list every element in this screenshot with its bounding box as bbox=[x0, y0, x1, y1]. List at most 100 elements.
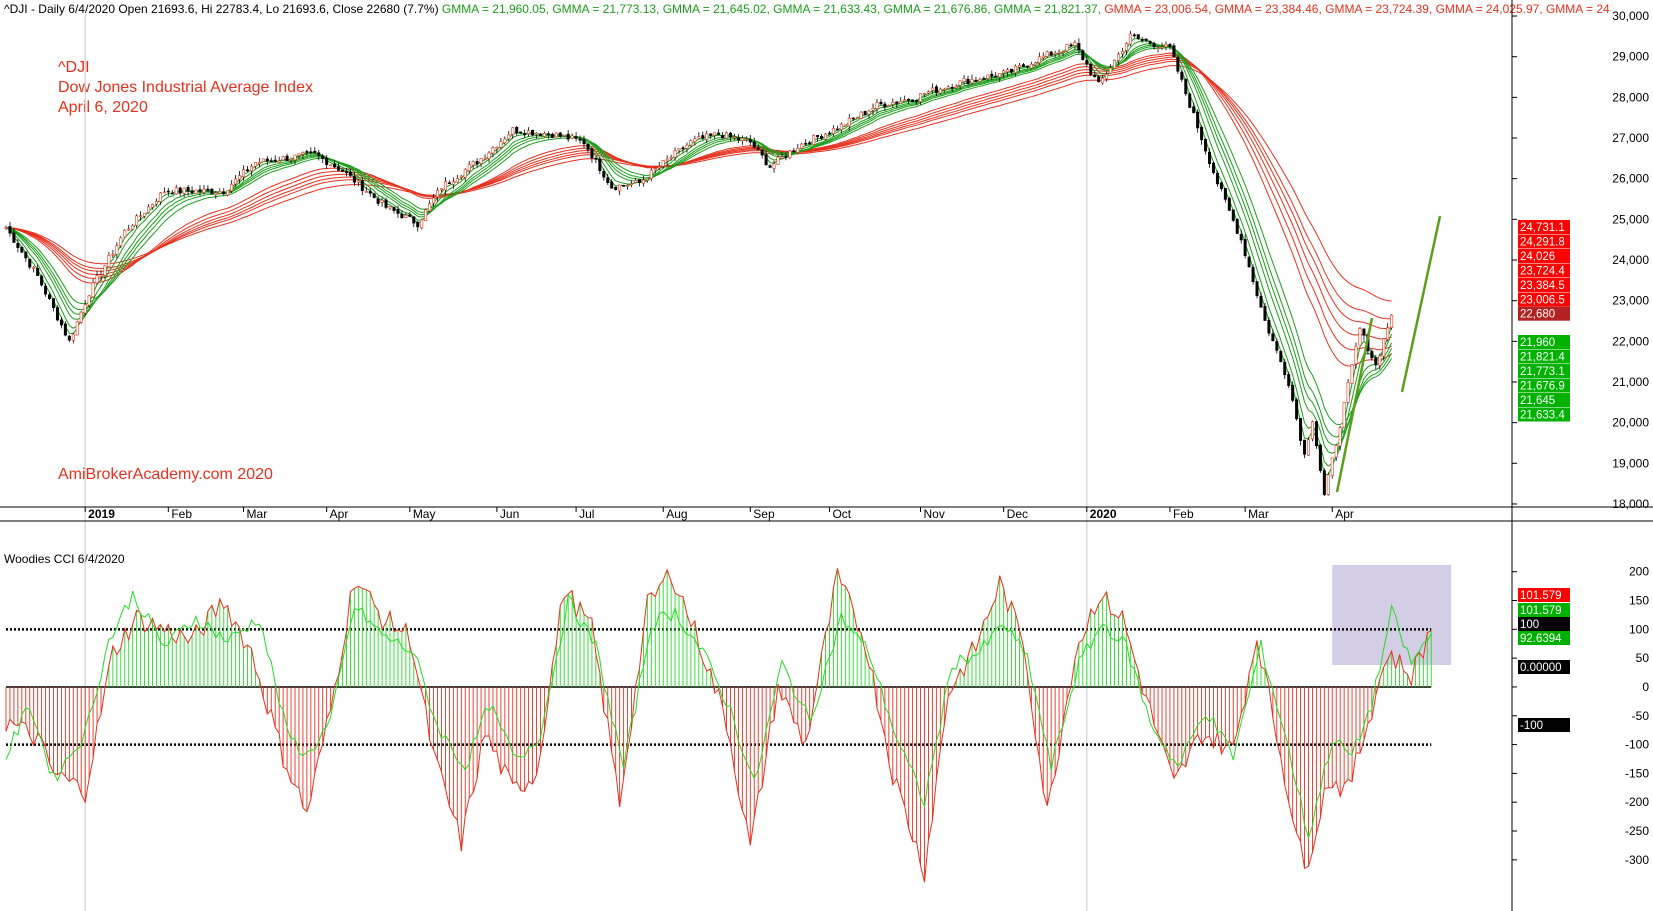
candle-body bbox=[1251, 266, 1255, 283]
candle-body bbox=[598, 158, 602, 171]
candle-body bbox=[851, 117, 855, 120]
candle-body bbox=[420, 219, 424, 229]
gmma-short-badge bbox=[1518, 407, 1570, 422]
candle-body bbox=[713, 132, 717, 136]
candle-body bbox=[230, 184, 234, 192]
candle-body bbox=[1113, 60, 1117, 69]
candle-body bbox=[499, 141, 503, 148]
candle-body bbox=[982, 78, 986, 80]
gmma-header-value: GMMA = 23,724.39, bbox=[1322, 2, 1432, 16]
candle-body bbox=[150, 204, 154, 208]
candle-body bbox=[79, 311, 83, 323]
candle-body bbox=[1148, 41, 1152, 44]
candle-body bbox=[202, 188, 206, 193]
candle-body bbox=[1109, 67, 1113, 74]
candle-body bbox=[242, 169, 246, 178]
price-y-tick-label: 27,000 bbox=[1612, 131, 1649, 145]
candle-body bbox=[903, 99, 907, 102]
cci-fast-line bbox=[5, 568, 1432, 883]
price-y-tick-label: 26,000 bbox=[1612, 172, 1649, 186]
candle-body bbox=[883, 103, 887, 108]
gmma-header-value: GMMA = 23,384.46, bbox=[1211, 2, 1321, 16]
price-y-tick-label: 29,000 bbox=[1612, 50, 1649, 64]
candle-body bbox=[154, 201, 158, 205]
close-badge-text: 22,680 bbox=[1520, 309, 1555, 321]
candle-body bbox=[1310, 421, 1314, 440]
candle-body bbox=[768, 165, 772, 168]
candle-body bbox=[249, 166, 253, 172]
cci-plot bbox=[5, 565, 1452, 883]
candle-body bbox=[463, 169, 467, 178]
candle-body bbox=[1362, 328, 1366, 336]
candle-body bbox=[554, 132, 558, 138]
candle-body bbox=[816, 135, 820, 138]
candle-body bbox=[740, 137, 744, 141]
cci-badge-text: 101.579 bbox=[1520, 590, 1562, 602]
candle-body bbox=[582, 139, 586, 145]
candle-body bbox=[364, 191, 368, 193]
candle-body bbox=[214, 192, 218, 195]
candle-body bbox=[1243, 239, 1247, 257]
candle-body bbox=[1029, 63, 1033, 69]
candle-body bbox=[1132, 34, 1136, 37]
x-tick-label: 2020 bbox=[1090, 507, 1117, 521]
candle-body bbox=[962, 78, 966, 82]
candle-body bbox=[542, 132, 546, 137]
candle-body bbox=[1156, 47, 1160, 49]
candle-body bbox=[63, 323, 67, 336]
candle-body bbox=[1255, 281, 1259, 297]
candle-body bbox=[198, 189, 202, 192]
cci-y-tick-label: -200 bbox=[1625, 795, 1649, 809]
candle-body bbox=[1120, 51, 1124, 55]
candle-body bbox=[344, 171, 348, 174]
trend-line bbox=[1400, 215, 1442, 393]
candle-body bbox=[911, 99, 915, 102]
candle-body bbox=[922, 93, 926, 95]
candle-body bbox=[234, 178, 238, 185]
candle-body bbox=[827, 132, 831, 135]
candle-body bbox=[998, 73, 1002, 78]
candle-body bbox=[570, 135, 574, 139]
candle-body bbox=[538, 133, 542, 136]
candle-body bbox=[412, 216, 416, 224]
candle-body bbox=[1085, 60, 1089, 65]
cci-badge bbox=[1518, 718, 1570, 732]
candle-body bbox=[1172, 45, 1176, 57]
candle-body bbox=[1322, 470, 1326, 495]
price-y-tick-label: 28,000 bbox=[1612, 90, 1649, 104]
candle-body bbox=[1152, 43, 1156, 48]
price-y-tick-label: 20,000 bbox=[1612, 416, 1649, 430]
candle-body bbox=[424, 209, 428, 222]
candle-body bbox=[475, 161, 479, 165]
candle-body bbox=[942, 88, 946, 91]
candle-body bbox=[637, 179, 641, 183]
candle-body bbox=[309, 151, 313, 154]
candle-body bbox=[16, 243, 20, 248]
gmma-long-badge-text: 24,731.1 bbox=[1520, 222, 1565, 234]
candle-body bbox=[626, 185, 630, 187]
candle-body bbox=[372, 193, 376, 198]
candle-body bbox=[1318, 444, 1322, 471]
trend-line bbox=[1335, 317, 1374, 493]
candle-body bbox=[400, 213, 404, 219]
candle-body bbox=[111, 253, 115, 256]
candle-body bbox=[895, 101, 899, 104]
candle-body bbox=[325, 157, 329, 166]
cci-y-tick-label: -150 bbox=[1625, 766, 1649, 780]
candle-body bbox=[182, 187, 186, 194]
candle-body bbox=[511, 127, 515, 135]
candle-body bbox=[958, 80, 962, 86]
price-y-tick-label: 22,000 bbox=[1612, 334, 1649, 348]
candle-body bbox=[127, 228, 131, 231]
candle-body bbox=[301, 152, 305, 155]
cci-y-tick-label: -50 bbox=[1632, 709, 1650, 723]
candle-body bbox=[71, 333, 75, 341]
candle-body bbox=[1326, 474, 1330, 495]
candle-body bbox=[91, 282, 95, 298]
candle-body bbox=[392, 206, 396, 211]
candle-body bbox=[1338, 427, 1342, 447]
candle-body bbox=[717, 132, 721, 135]
candle-body bbox=[875, 102, 879, 110]
candle-body bbox=[756, 147, 760, 150]
